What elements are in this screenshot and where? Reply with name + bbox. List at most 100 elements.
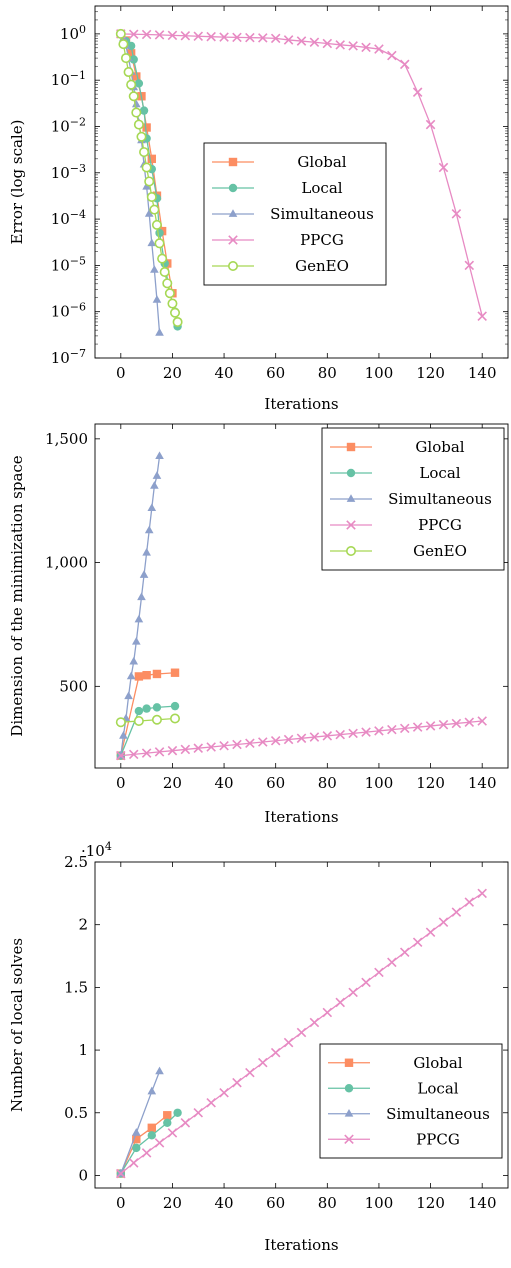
- data-point-ppcg: [258, 33, 268, 43]
- data-point-ppcg: [374, 967, 384, 978]
- legend-marker-simultaneous: [344, 1108, 354, 1117]
- data-point-simultaneous: [155, 1066, 164, 1075]
- data-point-geneo: [144, 176, 155, 187]
- data-point-simultaneous: [144, 209, 154, 217]
- legend-label-ppcg: PPCG: [300, 231, 344, 249]
- x-tick-label: 80: [318, 364, 337, 382]
- x-tick-label: 140: [468, 774, 497, 792]
- data-point-ppcg: [309, 37, 320, 47]
- data-point-local: [155, 228, 164, 238]
- data-point-geneo: [141, 162, 152, 173]
- data-point-ppcg: [141, 1148, 152, 1158]
- x-tick-label: 100: [365, 1194, 394, 1212]
- data-point-ppcg: [464, 897, 475, 907]
- y-axis-label: Error (log scale): [8, 120, 26, 245]
- data-point-ppcg: [128, 749, 139, 760]
- series-ppcg: [116, 888, 487, 1179]
- series-simultaneous: [116, 1066, 164, 1177]
- y-tick-label: 1,500: [45, 430, 88, 448]
- x-tick-label: 60: [266, 364, 285, 382]
- y-tick-label: 100: [60, 23, 86, 43]
- data-point-ppcg: [387, 50, 397, 61]
- axes-frame: [94, 861, 509, 1189]
- data-point-geneo: [172, 316, 183, 327]
- data-point-ppcg: [270, 736, 281, 746]
- x-tick-label: 100: [365, 364, 394, 382]
- legend-label-simultaneous: Simultaneous: [388, 490, 492, 508]
- legend-marker-geneo: [345, 546, 356, 557]
- data-point-ppcg: [399, 723, 410, 734]
- x-tick-label: 0: [116, 1194, 126, 1212]
- data-point-ppcg: [477, 716, 487, 726]
- data-point-ppcg: [296, 36, 307, 46]
- data-point-geneo: [126, 79, 137, 90]
- data-point-simultaneous: [139, 570, 149, 578]
- data-point-ppcg: [296, 733, 307, 744]
- data-point-ppcg: [464, 717, 475, 727]
- x-tick-label: 140: [468, 1194, 497, 1212]
- data-point-simultaneous: [152, 295, 162, 303]
- data-point-ppcg: [361, 42, 371, 53]
- legend-label-local: Local: [417, 1079, 458, 1097]
- data-point-geneo: [170, 713, 181, 724]
- data-point-ppcg: [477, 888, 487, 899]
- data-point-ppcg: [154, 747, 165, 757]
- data-point-local: [132, 1143, 141, 1153]
- data-point-ppcg: [141, 29, 152, 40]
- data-point-ppcg: [283, 734, 294, 745]
- legend-label-simultaneous: Simultaneous: [270, 205, 374, 223]
- data-point-geneo: [120, 53, 131, 64]
- data-point-local: [139, 106, 149, 115]
- legend-label-global: Global: [297, 153, 346, 171]
- x-tick-label: 60: [266, 774, 285, 792]
- data-point-ppcg: [412, 937, 423, 948]
- data-point-ppcg: [322, 38, 333, 49]
- x-axis-label: Iterations: [264, 1236, 338, 1254]
- data-point-geneo: [146, 191, 157, 202]
- legend-marker-simultaneous: [346, 494, 356, 502]
- data-point-ppcg: [374, 726, 384, 736]
- data-point-global: [152, 669, 162, 679]
- legend-marker-ppcg: [344, 1134, 354, 1145]
- data-point-ppcg: [361, 977, 371, 988]
- data-point-ppcg: [283, 35, 294, 45]
- x-tick-label: 40: [215, 1194, 234, 1212]
- legend-label-ppcg: PPCG: [416, 1130, 460, 1148]
- data-point-ppcg: [399, 59, 410, 70]
- data-point-ppcg: [180, 1118, 191, 1128]
- axes-frame: [94, 423, 509, 769]
- data-point-ppcg: [180, 744, 191, 755]
- legend-marker-global: [344, 1058, 354, 1067]
- series-line-geneo: [120, 717, 176, 723]
- x-axis-label: Iterations: [264, 808, 338, 826]
- legend-label-ppcg: PPCG: [418, 516, 462, 534]
- data-point-simultaneous: [131, 1128, 141, 1136]
- data-point-ppcg: [283, 1037, 294, 1048]
- data-point-local: [129, 55, 138, 64]
- series-local: [116, 1108, 182, 1178]
- y-multiplier-label: ·104: [81, 840, 112, 860]
- x-axis-label: Iterations: [264, 395, 338, 413]
- series-line-simultaneous: [120, 456, 161, 756]
- data-point-ppcg: [361, 727, 371, 737]
- data-point-simultaneous: [147, 503, 157, 512]
- data-point-geneo: [131, 107, 142, 118]
- data-point-simultaneous: [155, 451, 164, 460]
- data-point-simultaneous: [150, 265, 159, 273]
- data-point-ppcg: [128, 29, 139, 40]
- data-point-ppcg: [232, 739, 242, 750]
- legend: Global Local Simultaneous PPCG GenEO: [203, 142, 387, 286]
- x-tick-label: 100: [365, 774, 394, 792]
- plot-area: [115, 451, 487, 761]
- y-tick-label: 10−6: [51, 301, 86, 321]
- x-tick-label: 120: [416, 774, 445, 792]
- data-point-simultaneous: [126, 671, 136, 680]
- legend-label-local: Local: [301, 179, 342, 197]
- dimension-chart: 0 20 40 60 80 100 120 140 500 1,000 1,500 Iteration…: [8, 423, 509, 826]
- data-point-ppcg: [425, 927, 436, 937]
- legend-marker-local: [344, 1084, 354, 1093]
- data-point-ppcg: [335, 40, 345, 50]
- data-point-global: [142, 670, 151, 680]
- data-point-ppcg: [206, 742, 216, 752]
- data-point-ppcg: [387, 724, 397, 735]
